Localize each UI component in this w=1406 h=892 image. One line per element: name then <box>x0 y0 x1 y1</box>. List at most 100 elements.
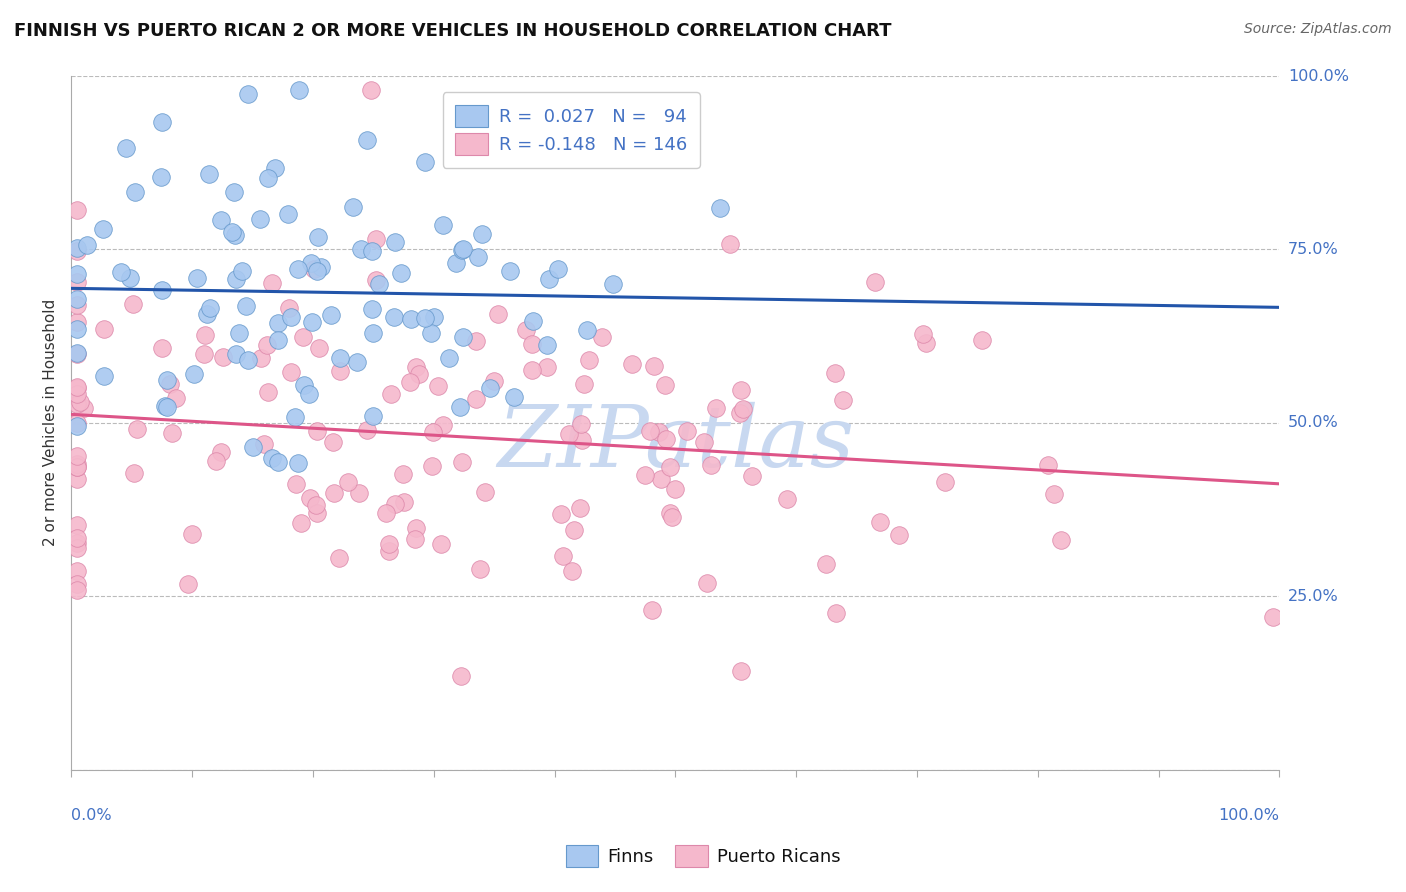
Point <box>287 456 309 470</box>
Point <box>290 516 312 531</box>
Point <box>307 424 329 438</box>
Point <box>641 603 664 617</box>
Point <box>1263 609 1285 624</box>
Point <box>66 347 89 361</box>
Point <box>420 326 443 340</box>
Point <box>165 391 187 405</box>
Point <box>66 322 89 336</box>
Point <box>934 475 956 490</box>
Point <box>66 346 89 360</box>
Point <box>301 315 323 329</box>
Point <box>66 203 89 218</box>
Point <box>93 322 115 336</box>
Point <box>356 132 378 146</box>
Point <box>575 323 598 337</box>
Point <box>731 401 754 416</box>
Point <box>110 265 132 279</box>
Point <box>451 455 474 469</box>
Point <box>69 395 91 409</box>
Point <box>413 155 436 169</box>
Point <box>305 498 328 512</box>
Point <box>574 377 596 392</box>
Point <box>474 484 496 499</box>
Point <box>66 386 89 401</box>
Point <box>262 276 284 290</box>
Point <box>664 482 686 496</box>
Text: 75.0%: 75.0% <box>1288 242 1339 257</box>
Text: 100.0%: 100.0% <box>1219 808 1279 823</box>
Point <box>638 425 661 439</box>
Point <box>305 506 328 520</box>
Point <box>228 326 250 340</box>
Point <box>515 323 537 337</box>
Point <box>378 544 401 558</box>
Point <box>66 293 89 307</box>
Point <box>349 485 371 500</box>
Point <box>427 378 450 392</box>
Point <box>972 333 994 347</box>
Point <box>465 392 488 406</box>
Point <box>661 510 683 524</box>
Point <box>122 466 145 480</box>
Point <box>503 390 526 404</box>
Point <box>889 528 911 542</box>
Point <box>356 423 378 437</box>
Point <box>401 312 423 326</box>
Point <box>329 351 352 366</box>
Point <box>66 397 89 411</box>
Point <box>692 434 714 449</box>
Point <box>602 277 624 291</box>
Point <box>814 557 837 571</box>
Point <box>155 399 177 413</box>
Point <box>720 236 742 251</box>
Point <box>66 315 89 329</box>
Point <box>377 537 399 551</box>
Point <box>66 244 89 258</box>
Point <box>321 309 343 323</box>
Point <box>66 536 89 550</box>
Point <box>222 185 245 199</box>
Point <box>571 433 593 447</box>
Point <box>360 83 382 97</box>
Point <box>280 366 302 380</box>
Point <box>277 207 299 221</box>
Point <box>444 256 467 270</box>
Point <box>404 532 426 546</box>
Point <box>522 314 544 328</box>
Point <box>66 298 89 312</box>
Point <box>66 531 89 545</box>
Point <box>824 367 846 381</box>
Point <box>468 562 491 576</box>
Point <box>159 377 181 392</box>
Point <box>392 467 415 481</box>
Point <box>328 364 350 378</box>
Point <box>620 358 643 372</box>
Point <box>152 114 174 128</box>
Point <box>408 367 430 381</box>
Point <box>225 347 247 361</box>
Point <box>482 374 505 388</box>
Point <box>308 341 330 355</box>
Point <box>150 283 173 297</box>
Point <box>915 336 938 351</box>
Point <box>307 230 329 244</box>
Point <box>1036 458 1059 473</box>
Point <box>195 307 218 321</box>
Point <box>257 170 280 185</box>
Point <box>654 377 676 392</box>
Point <box>311 260 333 274</box>
Point <box>307 264 329 278</box>
Point <box>209 213 232 227</box>
Point <box>197 167 219 181</box>
Point <box>536 360 558 375</box>
Point <box>568 500 591 515</box>
Point <box>194 327 217 342</box>
Point <box>634 468 657 483</box>
Point <box>658 506 681 520</box>
Point <box>267 455 290 469</box>
Point <box>467 250 489 264</box>
Point <box>578 353 600 368</box>
Point <box>299 256 322 270</box>
Point <box>287 262 309 277</box>
Point <box>120 271 142 285</box>
